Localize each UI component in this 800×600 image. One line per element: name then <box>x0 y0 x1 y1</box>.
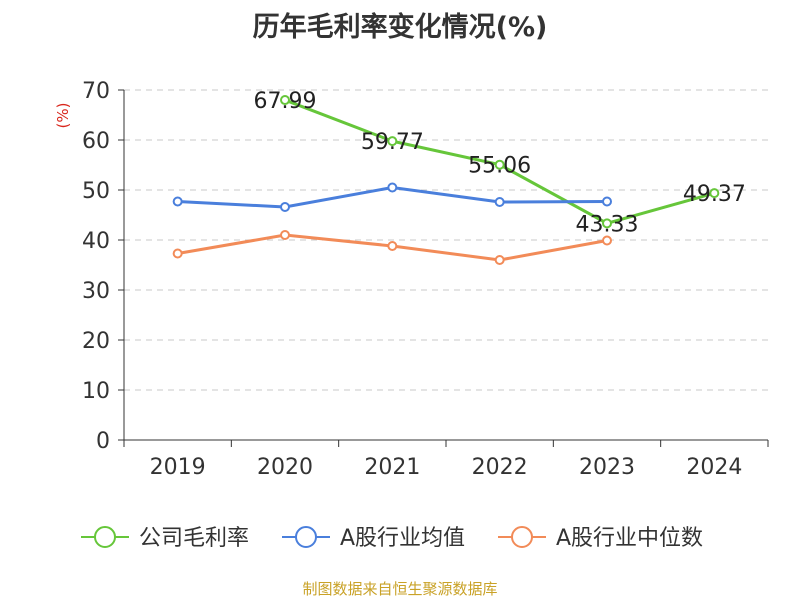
x-tick-label-2019: 2019 <box>150 455 206 480</box>
data-point-s2-2021 <box>387 241 398 251</box>
y-tick-label: 30 <box>82 279 110 304</box>
y-tick-label: 70 <box>82 79 110 104</box>
data-point-s0-2020 <box>280 95 290 106</box>
data-label-2020: 67.99 <box>254 89 317 114</box>
legend-marker-0 <box>94 526 116 548</box>
data-point-s0-2023 <box>602 218 612 229</box>
data-point-s2-2019 <box>172 248 183 259</box>
legend-marker-1 <box>295 526 317 548</box>
y-axis-title: (%) <box>54 103 72 129</box>
data-point-s1-2019 <box>172 196 183 207</box>
y-tick-label: 10 <box>82 379 110 404</box>
legend-marker-2 <box>511 526 533 548</box>
data-label-2022: 55.06 <box>468 154 531 179</box>
data-point-s0-2021 <box>387 136 398 147</box>
y-tick-label: 40 <box>82 229 110 254</box>
y-tick-label: 20 <box>82 329 110 354</box>
data-point-s0-2024 <box>709 188 720 199</box>
y-tick-label: 60 <box>82 129 110 154</box>
data-point-s1-2021 <box>387 182 398 193</box>
x-tick-label-2023: 2023 <box>579 455 635 480</box>
legend-label-1: A股行业均值 <box>340 526 465 551</box>
x-tick-label-2022: 2022 <box>472 455 528 480</box>
data-label-2023: 43.33 <box>576 212 639 237</box>
data-point-s2-2020 <box>280 230 290 240</box>
data-point-s2-2023 <box>602 235 612 246</box>
y-tick-label: 0 <box>96 429 110 454</box>
data-point-s0-2022 <box>494 159 505 170</box>
data-label-2024: 49.37 <box>683 182 746 207</box>
data-point-s1-2023 <box>602 196 612 207</box>
x-tick-label-2020: 2020 <box>257 455 313 480</box>
data-label-2021: 59.77 <box>361 130 424 155</box>
y-tick-label: 50 <box>82 179 110 204</box>
chart-title: 历年毛利率变化情况(%) <box>252 12 548 43</box>
legend-label-0: 公司毛利率 <box>139 526 249 551</box>
data-point-s1-2020 <box>280 202 290 212</box>
x-tick-label-2021: 2021 <box>364 455 420 480</box>
legend-label-2: A股行业中位数 <box>556 526 703 551</box>
source-footer: 制图数据来自恒生聚源数据库 <box>302 580 498 598</box>
data-point-s2-2022 <box>494 255 505 265</box>
x-tick-label-2024: 2024 <box>686 455 742 480</box>
data-point-s1-2022 <box>494 197 505 207</box>
